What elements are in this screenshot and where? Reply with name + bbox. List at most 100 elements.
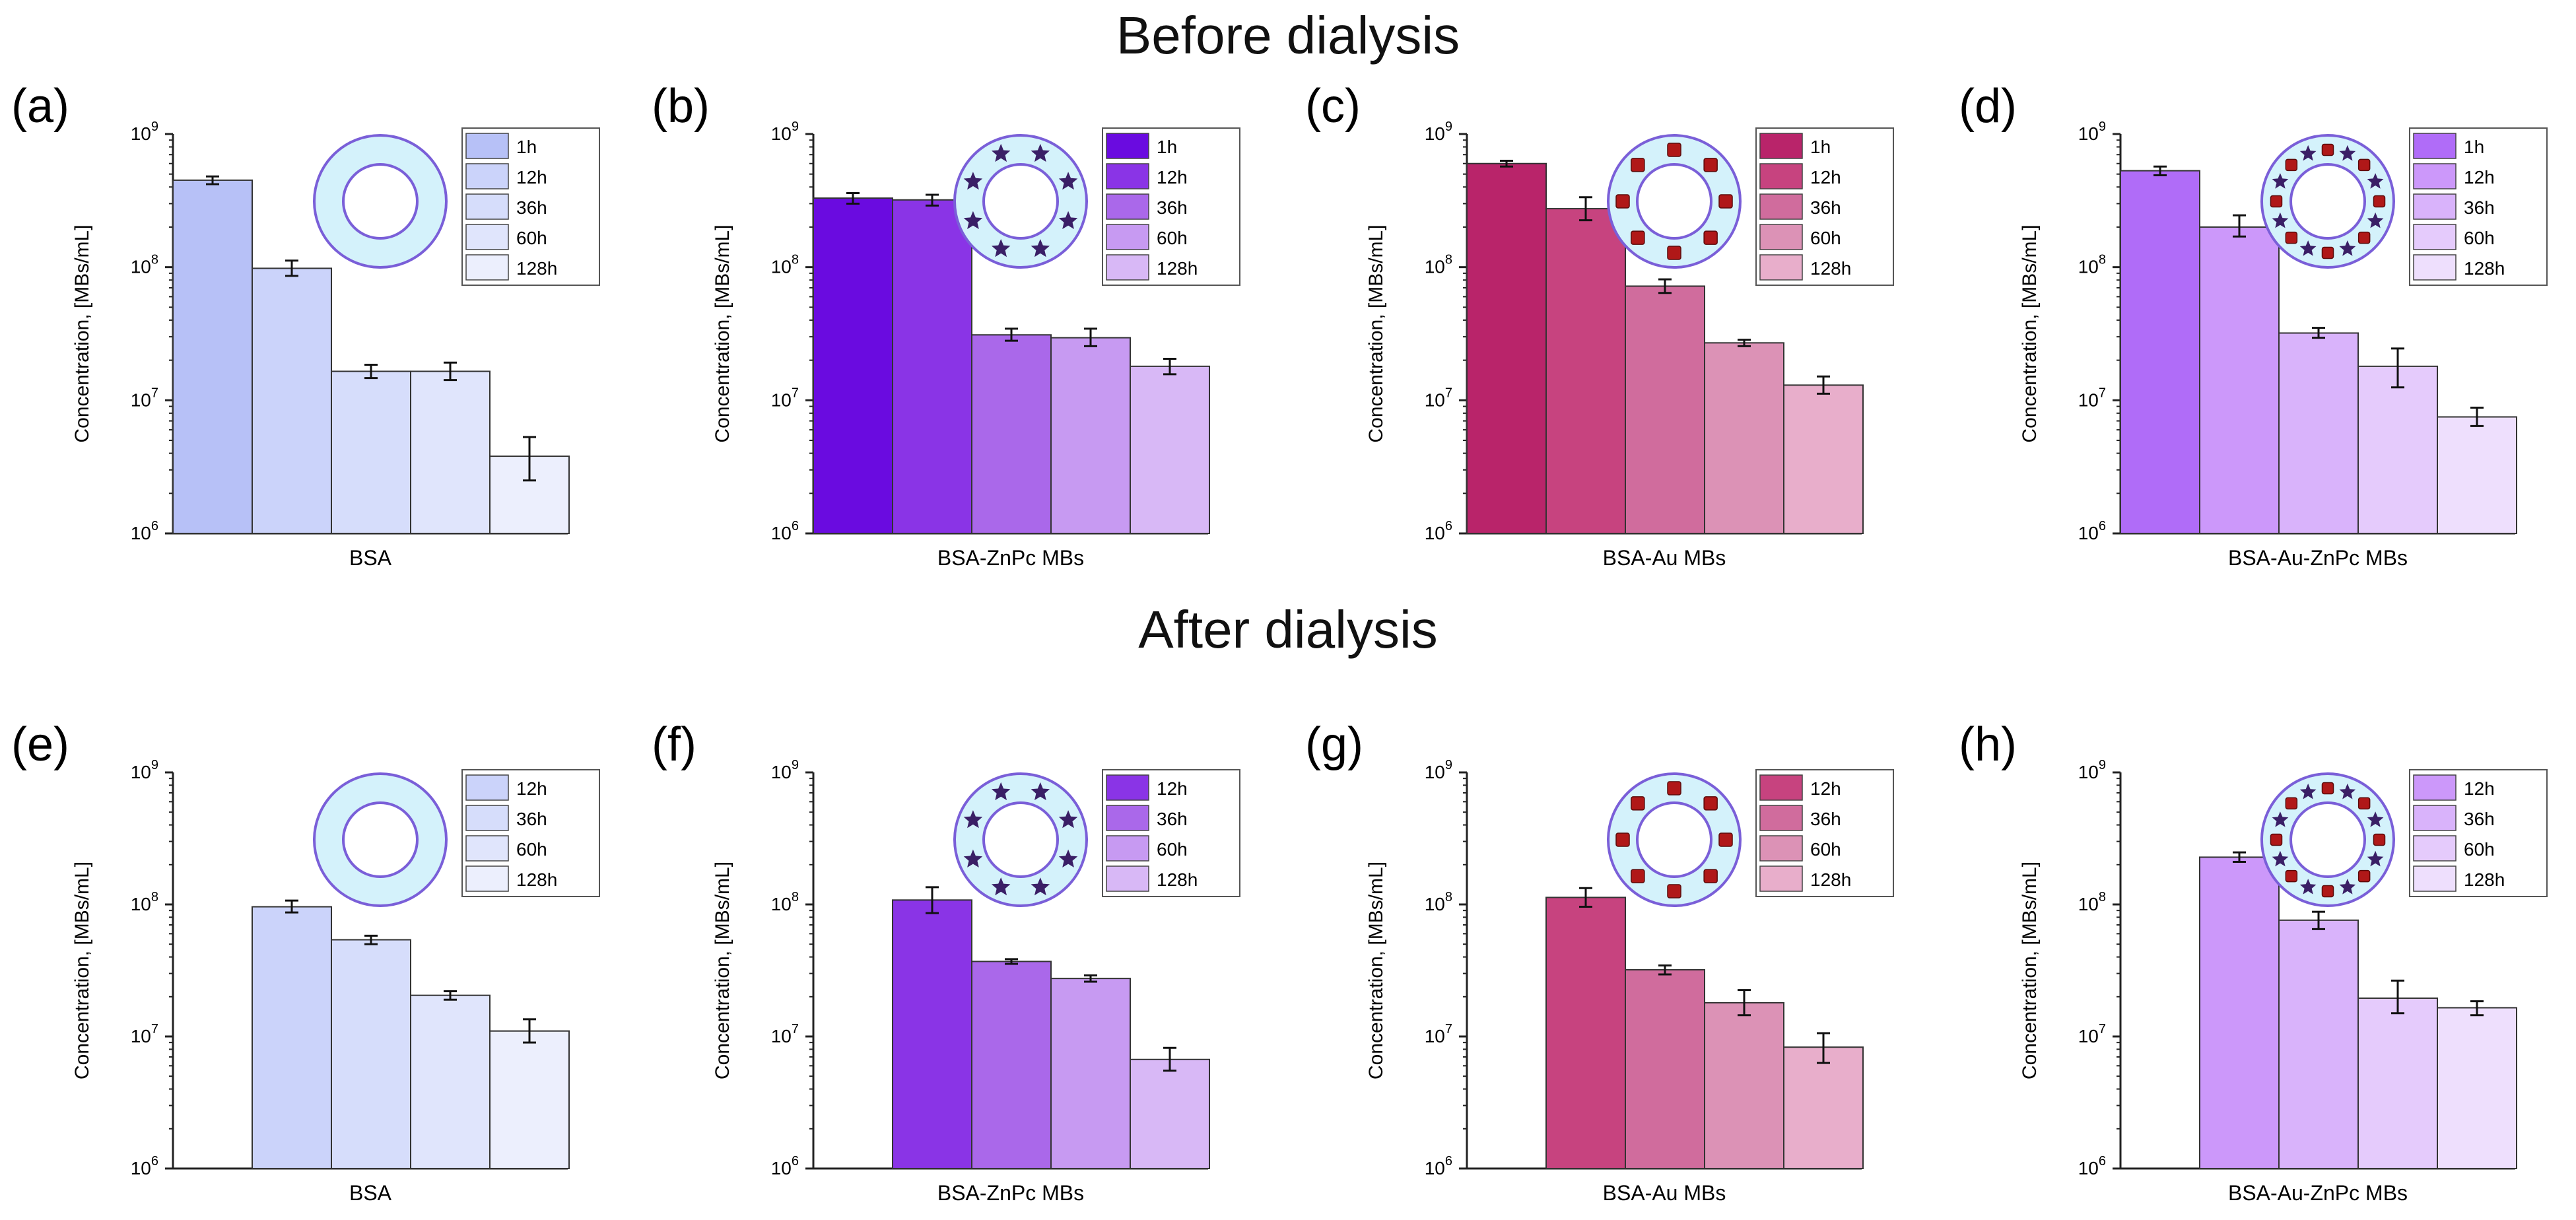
star-icon <box>1058 211 1078 229</box>
bar-36h <box>971 961 1052 1169</box>
legend-swatch-60h <box>1759 835 1803 862</box>
star-icon <box>2299 240 2317 256</box>
bar-12h <box>252 267 332 534</box>
bar-128h <box>1130 1058 1210 1169</box>
gold-particle-icon <box>1615 194 1630 209</box>
y-tick-label: 109 <box>2078 119 2106 144</box>
bar-36h <box>331 370 411 534</box>
bar-36h <box>2278 919 2359 1169</box>
legend-swatch-60h <box>1106 224 1149 250</box>
bar-12h <box>1545 897 1626 1169</box>
gold-particle-icon <box>1615 832 1630 847</box>
gold-particle-icon <box>1631 869 1645 883</box>
legend-swatch-1h <box>465 133 509 159</box>
legend-swatch-128h <box>2413 865 2457 892</box>
legend-label-12h: 12h <box>516 167 547 187</box>
y-axis-label: Concentration, [MBs/mL] <box>71 862 93 1079</box>
legend-swatch-36h <box>1106 805 1149 831</box>
legend-swatch-1h <box>1759 133 1803 159</box>
bar-128h <box>2437 416 2517 534</box>
y-tick-label: 107 <box>771 1022 799 1046</box>
bar-36h <box>331 939 411 1169</box>
shell-inner-ring <box>2289 801 2366 878</box>
bar-60h <box>410 994 491 1169</box>
star-icon <box>991 877 1011 896</box>
shell-inner-ring <box>2289 163 2366 240</box>
y-tick-label: 107 <box>2078 386 2106 410</box>
bar-1h <box>813 197 893 534</box>
section-title-before: Before dialysis <box>1116 6 1460 65</box>
star-icon <box>2339 783 2356 799</box>
bar-12h <box>892 899 972 1170</box>
panel-label: (f) <box>652 718 696 771</box>
legend-label-60h: 60h <box>1157 228 1188 248</box>
gold-particle-icon <box>2357 158 2371 172</box>
legend-swatch-128h <box>1759 254 1803 281</box>
bar-36h <box>2278 332 2359 534</box>
legend-label-60h: 60h <box>2464 839 2495 860</box>
y-axis-label: Concentration, [MBs/mL] <box>1365 224 1387 442</box>
y-tick-label: 109 <box>771 758 799 782</box>
bar-12h <box>2199 226 2280 534</box>
bar-36h <box>1625 285 1705 534</box>
gold-particle-icon <box>2357 797 2371 810</box>
bar-1h <box>1466 162 1547 534</box>
legend-label-36h: 36h <box>1157 197 1188 218</box>
chart-panel-h: (h) 106 107 108 109 Concentration, [MBs/mL] BS… <box>1959 718 2548 1205</box>
legend-label-60h: 60h <box>516 228 547 248</box>
legend-label-36h: 36h <box>516 197 547 218</box>
gold-particle-icon <box>2285 869 2298 883</box>
legend-swatch-36h <box>465 193 509 220</box>
legend-swatch-36h <box>2413 805 2457 831</box>
chart-panel-d: (d) 106 107 108 109 Concentration, [MBs/mL] BS… <box>1959 80 2548 570</box>
y-axis-label: Concentration, [MBs/mL] <box>712 224 733 442</box>
y-tick-label: 108 <box>2078 253 2106 277</box>
star-icon <box>963 172 983 190</box>
gold-particle-icon <box>1667 884 1681 898</box>
gold-particle-icon <box>1631 230 1645 245</box>
star-icon <box>2299 783 2317 799</box>
legend-swatch-60h <box>465 835 509 862</box>
y-tick-label: 106 <box>131 519 158 543</box>
legend-swatch-128h <box>465 865 509 892</box>
panel-label: (a) <box>11 80 69 133</box>
star-icon <box>2367 850 2384 867</box>
bar-12h <box>2199 856 2280 1170</box>
gold-particle-icon <box>1703 158 1718 172</box>
x-axis-label: BSA <box>349 1181 392 1205</box>
gold-particle-icon <box>2373 195 2386 208</box>
star-icon <box>991 782 1011 801</box>
x-axis-label: BSA-Au-ZnPc MBs <box>2228 546 2408 570</box>
star-icon <box>2272 212 2289 228</box>
shell-inner-ring <box>342 801 419 878</box>
y-tick-label: 109 <box>771 119 799 144</box>
bar-36h <box>1625 968 1705 1169</box>
x-axis-label: BSA-ZnPc MBs <box>937 546 1084 570</box>
bar-12h <box>252 906 332 1170</box>
legend-label-1h: 1h <box>2464 137 2484 157</box>
y-tick-label: 106 <box>2078 1154 2106 1178</box>
legend-label-128h: 128h <box>2464 258 2505 279</box>
y-tick-label: 106 <box>1425 1154 1452 1178</box>
x-axis-label: BSA-Au MBs <box>1603 1181 1726 1205</box>
star-icon <box>963 211 983 229</box>
chart-panel-f: (f) 106 107 108 109 Concentration, [MBs/mL] BS… <box>652 718 1240 1205</box>
x-axis-label: BSA-Au-ZnPc MBs <box>2228 1181 2408 1205</box>
star-icon <box>2339 145 2356 161</box>
legend-label-36h: 36h <box>516 809 547 829</box>
legend-swatch-12h <box>1759 163 1803 189</box>
legend-label-60h: 60h <box>1810 228 1841 248</box>
legend-label-128h: 128h <box>2464 869 2505 890</box>
legend-swatch-12h <box>2413 163 2457 189</box>
legend-swatch-1h <box>1106 133 1149 159</box>
legend-swatch-60h <box>1106 835 1149 862</box>
bar-12h <box>1545 208 1626 534</box>
y-tick-label: 108 <box>771 253 799 277</box>
y-tick-label: 108 <box>1425 890 1452 914</box>
y-tick-label: 108 <box>131 890 158 914</box>
legend-label-1h: 1h <box>1157 137 1177 157</box>
star-icon <box>963 849 983 867</box>
star-icon <box>2272 811 2289 827</box>
bar-60h <box>1704 342 1784 534</box>
legend-swatch-1h <box>2413 133 2457 159</box>
